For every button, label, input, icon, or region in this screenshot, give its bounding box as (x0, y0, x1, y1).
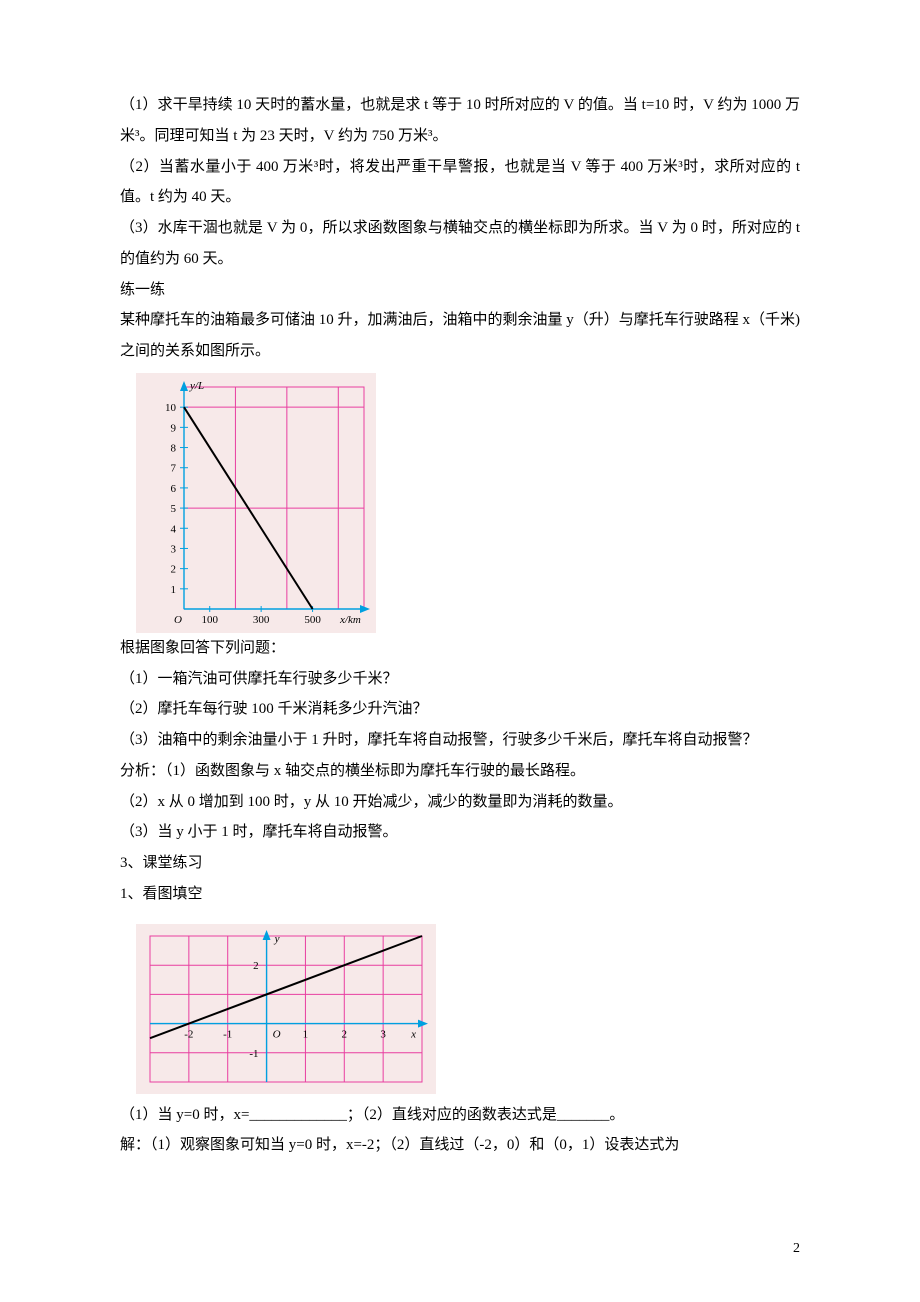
svg-text:3: 3 (171, 543, 177, 555)
paragraph-12: （3）当 y 小于 1 时，摩托车将自动报警。 (120, 817, 800, 848)
svg-text:O: O (174, 614, 182, 626)
svg-text:2: 2 (253, 960, 258, 972)
svg-text:10: 10 (165, 402, 177, 414)
paragraph-3: （3）水库干涸也就是 V 为 0，所以求函数图象与横轴交点的横坐标即为所求。当 … (120, 213, 800, 275)
svg-text:8: 8 (171, 442, 177, 454)
page: （1）求干旱持续 10 天时的蓄水量，也就是求 t 等于 10 时所对应的 V … (0, 0, 920, 1302)
paragraph-practice-title: 练一练 (120, 275, 800, 306)
paragraph-14: 1、看图填空 (120, 879, 800, 910)
svg-text:x: x (410, 1028, 416, 1040)
svg-text:2: 2 (342, 1028, 348, 1040)
svg-text:500: 500 (304, 614, 321, 626)
page-number: 2 (793, 1235, 800, 1264)
svg-text:3: 3 (380, 1028, 386, 1040)
svg-text:100: 100 (201, 614, 218, 626)
svg-text:9: 9 (171, 422, 177, 434)
svg-text:5: 5 (171, 503, 177, 515)
svg-text:1: 1 (303, 1028, 309, 1040)
svg-text:1: 1 (171, 584, 177, 596)
svg-text:300: 300 (253, 614, 270, 626)
svg-text:-2: -2 (184, 1028, 193, 1040)
paragraph-2: （2）当蓄水量小于 400 万米³时，将发出严重干旱警报，也就是当 V 等于 4… (120, 152, 800, 214)
svg-text:7: 7 (171, 462, 177, 474)
paragraph-5: 某种摩托车的油箱最多可储油 10 升，加满油后，油箱中的剩余油量 y（升）与摩托… (120, 305, 800, 367)
paragraph-16: 解：（1）观察图象可知当 y=0 时，x=-2；（2）直线过（-2，0）和（0，… (120, 1130, 800, 1161)
svg-text:6: 6 (171, 483, 177, 495)
paragraph-10: 分析：（1）函数图象与 x 轴交点的横坐标即为摩托车行驶的最长路程。 (120, 756, 800, 787)
svg-text:-1: -1 (223, 1028, 232, 1040)
chart-fuel: 1 2 3 4 5 6 7 8 9 10 100 300 500 y/L x/km O (136, 373, 800, 633)
svg-text:2: 2 (171, 563, 177, 575)
paragraph-13: 3、课堂练习 (120, 848, 800, 879)
paragraph-1: （1）求干旱持续 10 天时的蓄水量，也就是求 t 等于 10 时所对应的 V … (120, 90, 800, 152)
paragraph-8: （2）摩托车每行驶 100 千米消耗多少升汽油？ (120, 694, 800, 725)
svg-text:x/km: x/km (339, 614, 361, 626)
chart-linear: -2 -1 1 2 3 2 -1 y x O (136, 924, 800, 1094)
chart-linear-svg: -2 -1 1 2 3 2 -1 y x O (136, 924, 436, 1094)
svg-text:4: 4 (171, 523, 177, 535)
svg-text:y/L: y/L (189, 380, 204, 392)
svg-text:O: O (273, 1028, 281, 1040)
chart-fuel-svg: 1 2 3 4 5 6 7 8 9 10 100 300 500 y/L x/km O (136, 373, 376, 633)
paragraph-7: （1）一箱汽油可供摩托车行驶多少千米？ (120, 664, 800, 695)
paragraph-15: （1）当 y=0 时，x=_____________；（2）直线对应的函数表达式… (120, 1100, 800, 1131)
paragraph-6: 根据图象回答下列问题： (120, 633, 800, 664)
svg-text:-1: -1 (249, 1047, 258, 1059)
paragraph-9: （3）油箱中的剩余油量小于 1 升时，摩托车将自动报警，行驶多少千米后，摩托车将… (120, 725, 800, 756)
paragraph-11: （2）x 从 0 增加到 100 时，y 从 10 开始减少，减少的数量即为消耗… (120, 787, 800, 818)
svg-text:y: y (274, 933, 280, 945)
